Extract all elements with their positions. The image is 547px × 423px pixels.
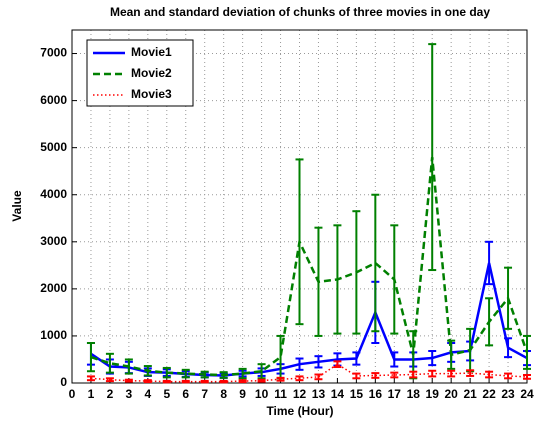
error-bar — [485, 370, 494, 379]
x-tick-label: 11 — [274, 387, 287, 401]
error-bar — [105, 377, 114, 383]
error-bar — [523, 373, 531, 380]
error-bar — [238, 379, 247, 384]
x-tick-label: 13 — [312, 387, 326, 401]
x-tick-label: 7 — [201, 387, 208, 401]
x-tick-label: 5 — [163, 387, 170, 401]
error-bar — [105, 352, 114, 374]
y-tick-label: 4000 — [40, 187, 67, 201]
x-tick-label: 3 — [126, 387, 133, 401]
error-bar — [124, 378, 133, 383]
x-tick-label: 10 — [255, 387, 269, 401]
error-bar — [371, 193, 380, 333]
x-tick-label: 24 — [520, 387, 534, 401]
x-tick-label: 21 — [463, 387, 477, 401]
x-tick-label: 18 — [407, 387, 421, 401]
error-bar — [371, 372, 380, 379]
y-tick-label: 5000 — [40, 140, 67, 154]
error-bar — [466, 369, 475, 377]
x-tick-label: 0 — [69, 387, 76, 401]
x-tick-label: 17 — [388, 387, 402, 401]
x-tick-label: 12 — [293, 387, 307, 401]
chart-title: Mean and standard deviation of chunks of… — [110, 5, 490, 19]
x-tick-label: 16 — [369, 387, 383, 401]
x-tick-label: 23 — [501, 387, 515, 401]
legend-label: Movie3 — [131, 87, 172, 101]
error-bar — [181, 368, 190, 379]
x-tick-label: 2 — [107, 387, 114, 401]
error-bar — [390, 371, 399, 379]
series-line — [90, 363, 528, 383]
x-tick-label: 15 — [350, 387, 364, 401]
y-tick-label: 2000 — [40, 281, 67, 295]
error-bar — [257, 363, 266, 380]
y-tick-label: 1000 — [40, 328, 67, 342]
error-bar — [314, 373, 323, 381]
error-bar — [257, 378, 266, 383]
x-tick-label: 14 — [331, 387, 345, 401]
axes-box — [71, 29, 528, 384]
error-bar — [238, 367, 247, 380]
x-tick-label: 19 — [426, 387, 440, 401]
y-axis-label: Value — [10, 190, 24, 222]
y-tick-label: 0 — [60, 375, 67, 389]
x-tick-label: 20 — [444, 387, 458, 401]
y-tick-label: 7000 — [40, 46, 67, 60]
error-bar — [409, 370, 418, 379]
x-tick-label: 1 — [88, 387, 95, 401]
error-bar — [447, 369, 456, 378]
x-tick-label: 6 — [182, 387, 189, 401]
series-line — [90, 156, 529, 377]
x-tick-label: 22 — [482, 387, 496, 401]
x-tick-label: 9 — [239, 387, 246, 401]
series-line — [90, 262, 528, 377]
x-axis-label: Time (Hour) — [266, 404, 333, 418]
error-bar — [333, 360, 342, 368]
legend-label: Movie1 — [131, 45, 172, 59]
y-tick-label: 3000 — [40, 234, 67, 248]
y-tick-label: 6000 — [40, 93, 67, 107]
legend-label: Movie2 — [131, 66, 172, 80]
x-tick-label: 8 — [220, 387, 227, 401]
error-bar — [276, 376, 285, 382]
x-tick-label: 4 — [144, 387, 151, 401]
